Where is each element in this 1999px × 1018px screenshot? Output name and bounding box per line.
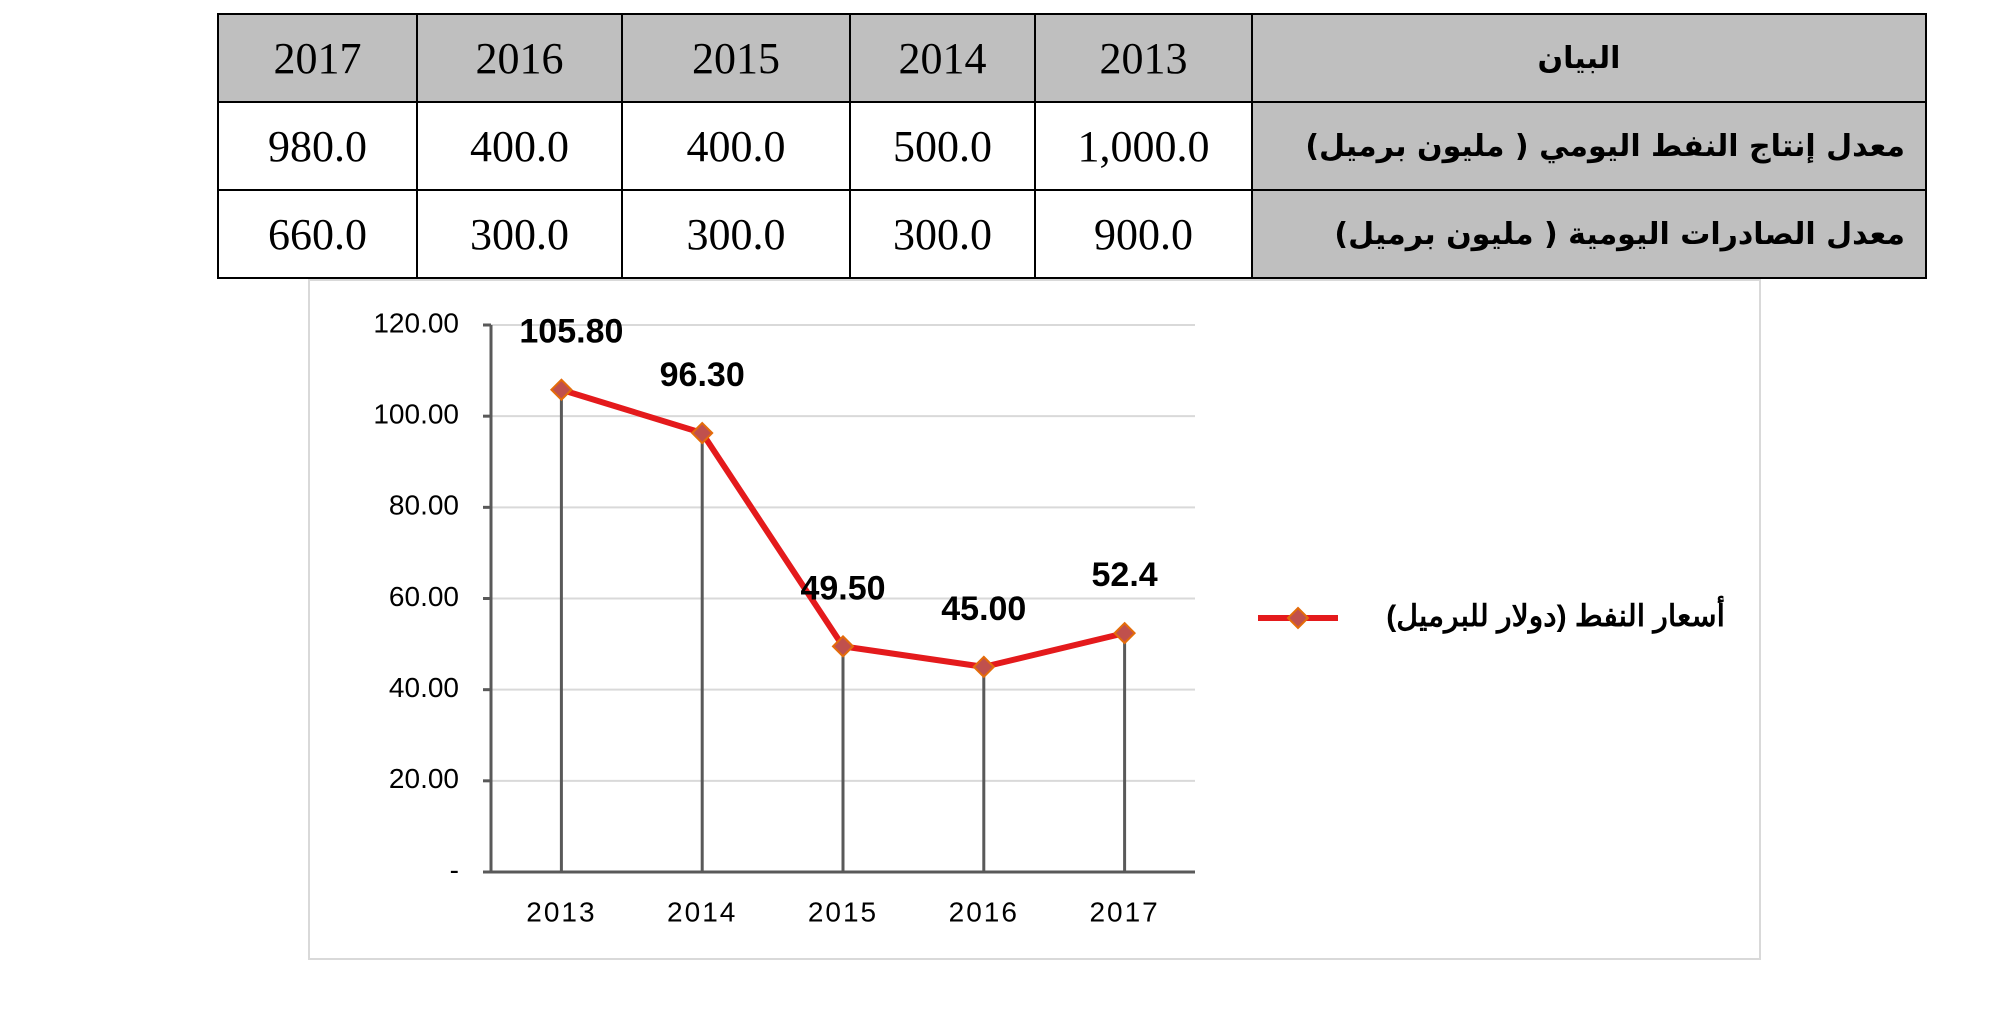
x-tick-label: 2017 [1089,896,1159,927]
legend-marker [1286,606,1310,630]
y-tick-label: 60.00 [389,581,459,612]
table-cell: 500.0 [849,101,1036,191]
y-tick-label: 20.00 [389,763,459,794]
table-cell: 300.0 [849,189,1036,279]
y-tick-label: 120.00 [373,307,459,338]
table-cell: 1,000.0 [1034,101,1253,191]
chart-frame [308,279,1761,960]
marker [972,655,996,679]
x-tick-label: 2015 [808,896,878,927]
x-tick-label: 2014 [667,896,737,927]
data-label: 45.00 [941,590,1026,628]
marker [549,378,573,402]
table-cell: 400.0 [621,101,851,191]
data-label: 96.30 [660,356,745,394]
table-cell: 2016 [416,13,623,103]
data-label: 52.4 [1092,556,1158,594]
data-label: 49.50 [800,569,885,607]
line-series [560,386,1126,670]
table-row: معدل إنتاج النفط اليومي ( مليون برميل) 1,… [217,101,1927,191]
y-tick-label: 80.00 [389,490,459,521]
marker [1113,621,1137,645]
marker [831,634,855,658]
table-cell: 900.0 [1034,189,1253,279]
data-label: 105.80 [519,313,623,351]
legend-label: أسعار النفط (دولار للبرميل) [1386,595,1725,634]
y-tick-label: - [450,854,459,885]
table-cell: 660.0 [217,189,418,279]
table-cell: 980.0 [217,101,418,191]
y-tick-label: 100.00 [373,399,459,430]
marker [690,421,714,445]
table-cell: 300.0 [621,189,851,279]
x-tick-label: 2013 [526,896,596,927]
y-tick-label: 40.00 [389,672,459,703]
table-row: معدل الصادرات اليومية ( مليون برميل) 900.… [217,189,1927,279]
row-label: معدل إنتاج النفط اليومي ( مليون برميل) [1251,101,1927,191]
table-cell: 2015 [621,13,851,103]
table-cell: 400.0 [416,101,623,191]
x-tick-label: 2016 [949,896,1019,927]
table-row: البيان 2013 2014 2015 2016 2017 [217,13,1927,103]
table-cell: 2013 [1034,13,1253,103]
row-label: البيان [1251,13,1927,103]
row-label: معدل الصادرات اليومية ( مليون برميل) [1251,189,1927,279]
table-cell: 2017 [217,13,418,103]
data-table: البيان 2013 2014 2015 2016 2017 معدل إنتاج الن… [217,13,1927,279]
table-cell: 300.0 [416,189,623,279]
table-cell: 2014 [849,13,1036,103]
